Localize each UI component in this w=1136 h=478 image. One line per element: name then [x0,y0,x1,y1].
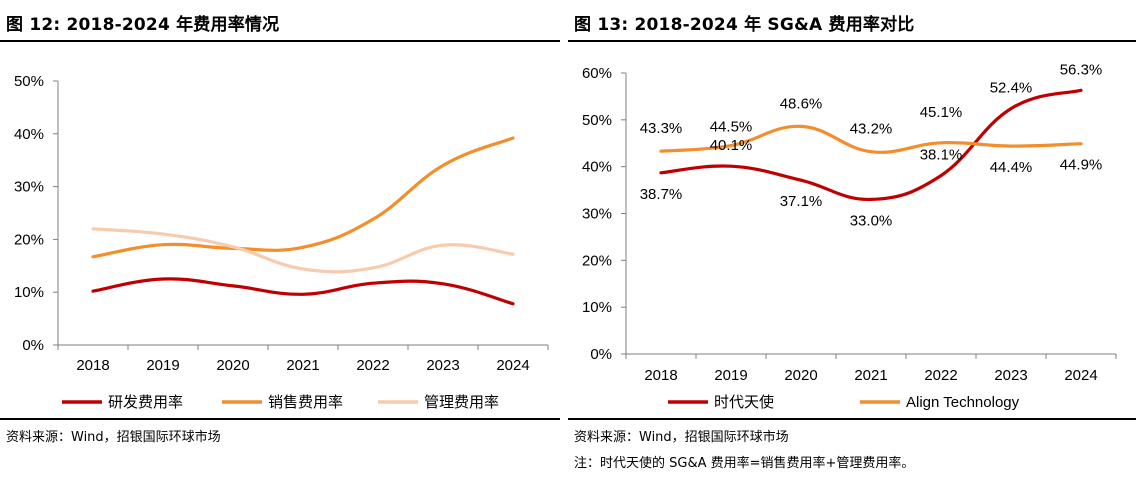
x-tick-label: 2024 [496,357,529,374]
panel-sga-comparison: 图 13: 2018-2024 年 SG&A 费用率对比 0% 10% 20% 30%… [568,0,1136,478]
legend-label: 销售费用率 [268,394,343,411]
y-tick-label: 10% [14,284,44,301]
data-label: 43.3% [640,120,683,137]
y-tick-label: 30% [14,179,44,196]
data-label: 56.3% [1060,61,1103,78]
legend-label: 管理费用率 [424,394,499,411]
data-label: 43.2% [850,121,893,138]
footer-rule [568,418,1136,420]
y-tick-label: 10% [582,299,612,316]
x-tick-label: 2021 [286,357,319,374]
y-tick-label: 40% [14,126,44,143]
y-tick-label: 50% [582,112,612,129]
title-rule [0,40,560,42]
data-label: 44.5% [710,119,753,136]
title-rule [568,40,1136,42]
data-label: 48.6% [780,95,823,112]
series-line-1 [91,277,515,306]
data-label: 33.0% [850,212,893,229]
series-line-2 [91,136,515,259]
series-line-3 [91,227,515,274]
panel-expense-ratios: 图 12: 2018-2024 年费用率情况 0% 10% 20% 30% 40% 50%… [0,0,560,478]
expense-ratio-line-chart: 0% 10% 20% 30% 40% 50% 2018 2019 2020 2021 2022 202… [14,73,549,411]
x-tick-label: 2018 [76,357,109,374]
footer-rule [0,418,560,420]
y-tick-label: 40% [582,159,612,176]
legend-label: 时代天使 [714,394,774,411]
y-tick-label: 0% [22,337,44,354]
y-tick-label: 50% [14,73,44,90]
x-tick-label: 2020 [216,357,249,374]
data-label: 37.1% [780,193,823,210]
data-label: 52.4% [990,80,1033,97]
footnote: 注：时代天使的 SG&A 费用率=销售费用率+管理费用率。 [574,456,915,471]
y-tick-label: 30% [582,206,612,223]
y-tick-label: 20% [582,252,612,269]
x-tick-label: 2023 [426,357,459,374]
y-tick-label: 20% [14,231,44,248]
x-tick-label: 2020 [784,367,817,384]
chart-title: 图 13: 2018-2024 年 SG&A 费用率对比 [574,15,915,35]
x-tick-label: 2019 [146,357,179,374]
x-tick-label: 2022 [356,357,389,374]
x-tick-label: 2019 [714,367,747,384]
data-label: 45.1% [920,104,963,121]
x-tick-label: 2018 [644,367,677,384]
legend-label: Align Technology [906,394,1020,411]
source-note: 资料来源：Wind，招银国际环球市场 [574,430,789,445]
data-label: 38.1% [920,147,963,164]
series-line-2 [659,124,1083,154]
data-label: 40.1% [710,137,753,154]
x-tick-label: 2022 [924,367,957,384]
x-tick-label: 2023 [994,367,1027,384]
x-tick-label: 2024 [1064,367,1097,384]
source-note: 资料来源：Wind，招银国际环球市场 [6,430,221,445]
y-tick-label: 0% [590,346,612,363]
series-line-1 [659,88,1083,202]
data-label: 38.7% [640,186,683,203]
data-label: 44.4% [990,159,1033,176]
x-tick-label: 2021 [854,367,887,384]
data-label: 44.9% [1060,157,1103,174]
sga-ratio-line-chart: 0% 10% 20% 30% 40% 50% 60% 2018 2019 2020 2021 2022… [582,61,1117,411]
y-tick-label: 60% [582,65,612,82]
legend-label: 研发费用率 [108,394,183,411]
chart-title: 图 12: 2018-2024 年费用率情况 [6,15,280,35]
